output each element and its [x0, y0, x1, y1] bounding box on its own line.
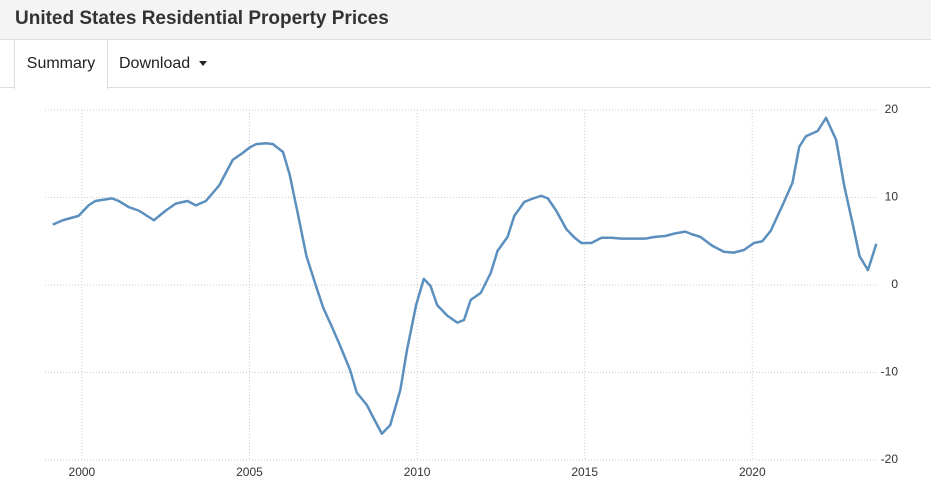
x-tick-label: 2015: [571, 465, 598, 479]
tab-row: Summary Download: [0, 40, 931, 89]
tab-label: Summary: [26, 55, 96, 72]
y-tick-label: -10: [881, 365, 899, 379]
page-title: United States Residential Property Price…: [15, 8, 389, 29]
caret: [199, 61, 208, 67]
tab-label: Download: [119, 55, 191, 72]
x-tick-label: 2005: [236, 465, 263, 479]
y-tick-label: 20: [885, 102, 899, 116]
summary-tab[interactable]: Summary: [14, 40, 108, 89]
x-tick-label: 2010: [404, 465, 431, 479]
x-tick-label: 2020: [739, 465, 766, 479]
y-tick-label: -20: [881, 452, 899, 466]
download-tab[interactable]: Download: [119, 40, 208, 88]
y-tick-label: 0: [891, 277, 898, 291]
title-bar: United States Residential Property Price…: [0, 0, 931, 40]
y-tick-label: 10: [885, 190, 899, 204]
data-line: [52, 116, 878, 435]
x-tick-label: 2000: [69, 465, 96, 479]
